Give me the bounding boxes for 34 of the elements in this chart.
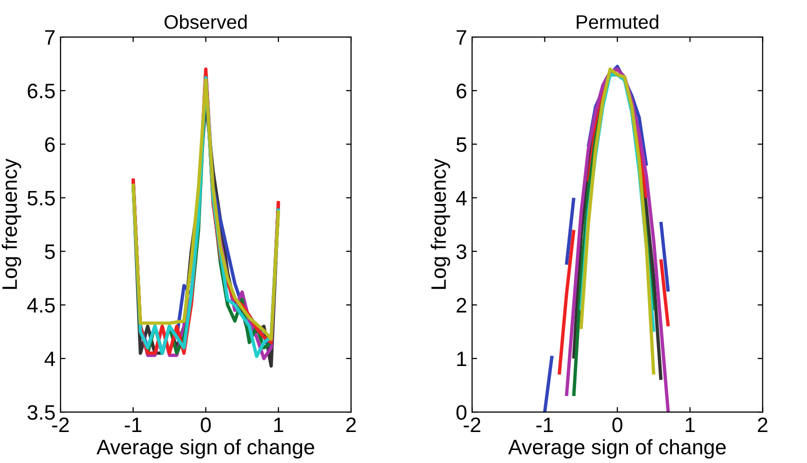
y-tick-label: 6 (456, 84, 466, 98)
y-tick-label: 4.5 (27, 298, 55, 313)
y-tick-label: 5.5 (28, 190, 55, 206)
y-tick-label: 0 (456, 405, 466, 420)
x-tick-label: 2 (346, 417, 356, 432)
y-tick-label: 7 (456, 30, 466, 45)
y-tick-label: 1 (457, 352, 466, 366)
y-axis-title: Log frequency (2, 158, 22, 289)
y-tick-label: 6 (45, 137, 55, 152)
y-tick-label: 3.5 (28, 405, 55, 420)
y-tick-label: 5 (456, 137, 466, 152)
y-axis-title: Log frequency (430, 158, 450, 289)
x-tick-label: 1 (274, 418, 284, 432)
chart-title: Permuted (576, 14, 658, 29)
x-tick-label: -2 (52, 417, 69, 432)
line-series (564, 68, 670, 412)
x-tick-label: 0 (200, 417, 211, 432)
x-tick-label: 2 (758, 417, 768, 432)
x-tick-label: -2 (464, 417, 480, 432)
x-axis-title: Average sign of change (508, 439, 726, 459)
y-tick-label: 7 (45, 30, 55, 45)
y-tick-label: 4 (44, 352, 56, 366)
x-tick-label: -1 (536, 418, 553, 432)
x-tick-label: 0 (612, 417, 622, 432)
chart-title: Observed (164, 14, 247, 29)
x-tick-label: -1 (124, 418, 142, 432)
y-tick-label: 3 (456, 244, 466, 260)
y-tick-label: 2 (456, 298, 466, 312)
x-tick-label: 1 (686, 418, 695, 432)
y-tick-label: 4 (456, 190, 467, 206)
y-tick-label: 5 (44, 244, 55, 260)
y-tick-label: 6.5 (28, 84, 55, 98)
x-axis-title: Average sign of change (96, 439, 314, 459)
line-series (579, 68, 656, 376)
